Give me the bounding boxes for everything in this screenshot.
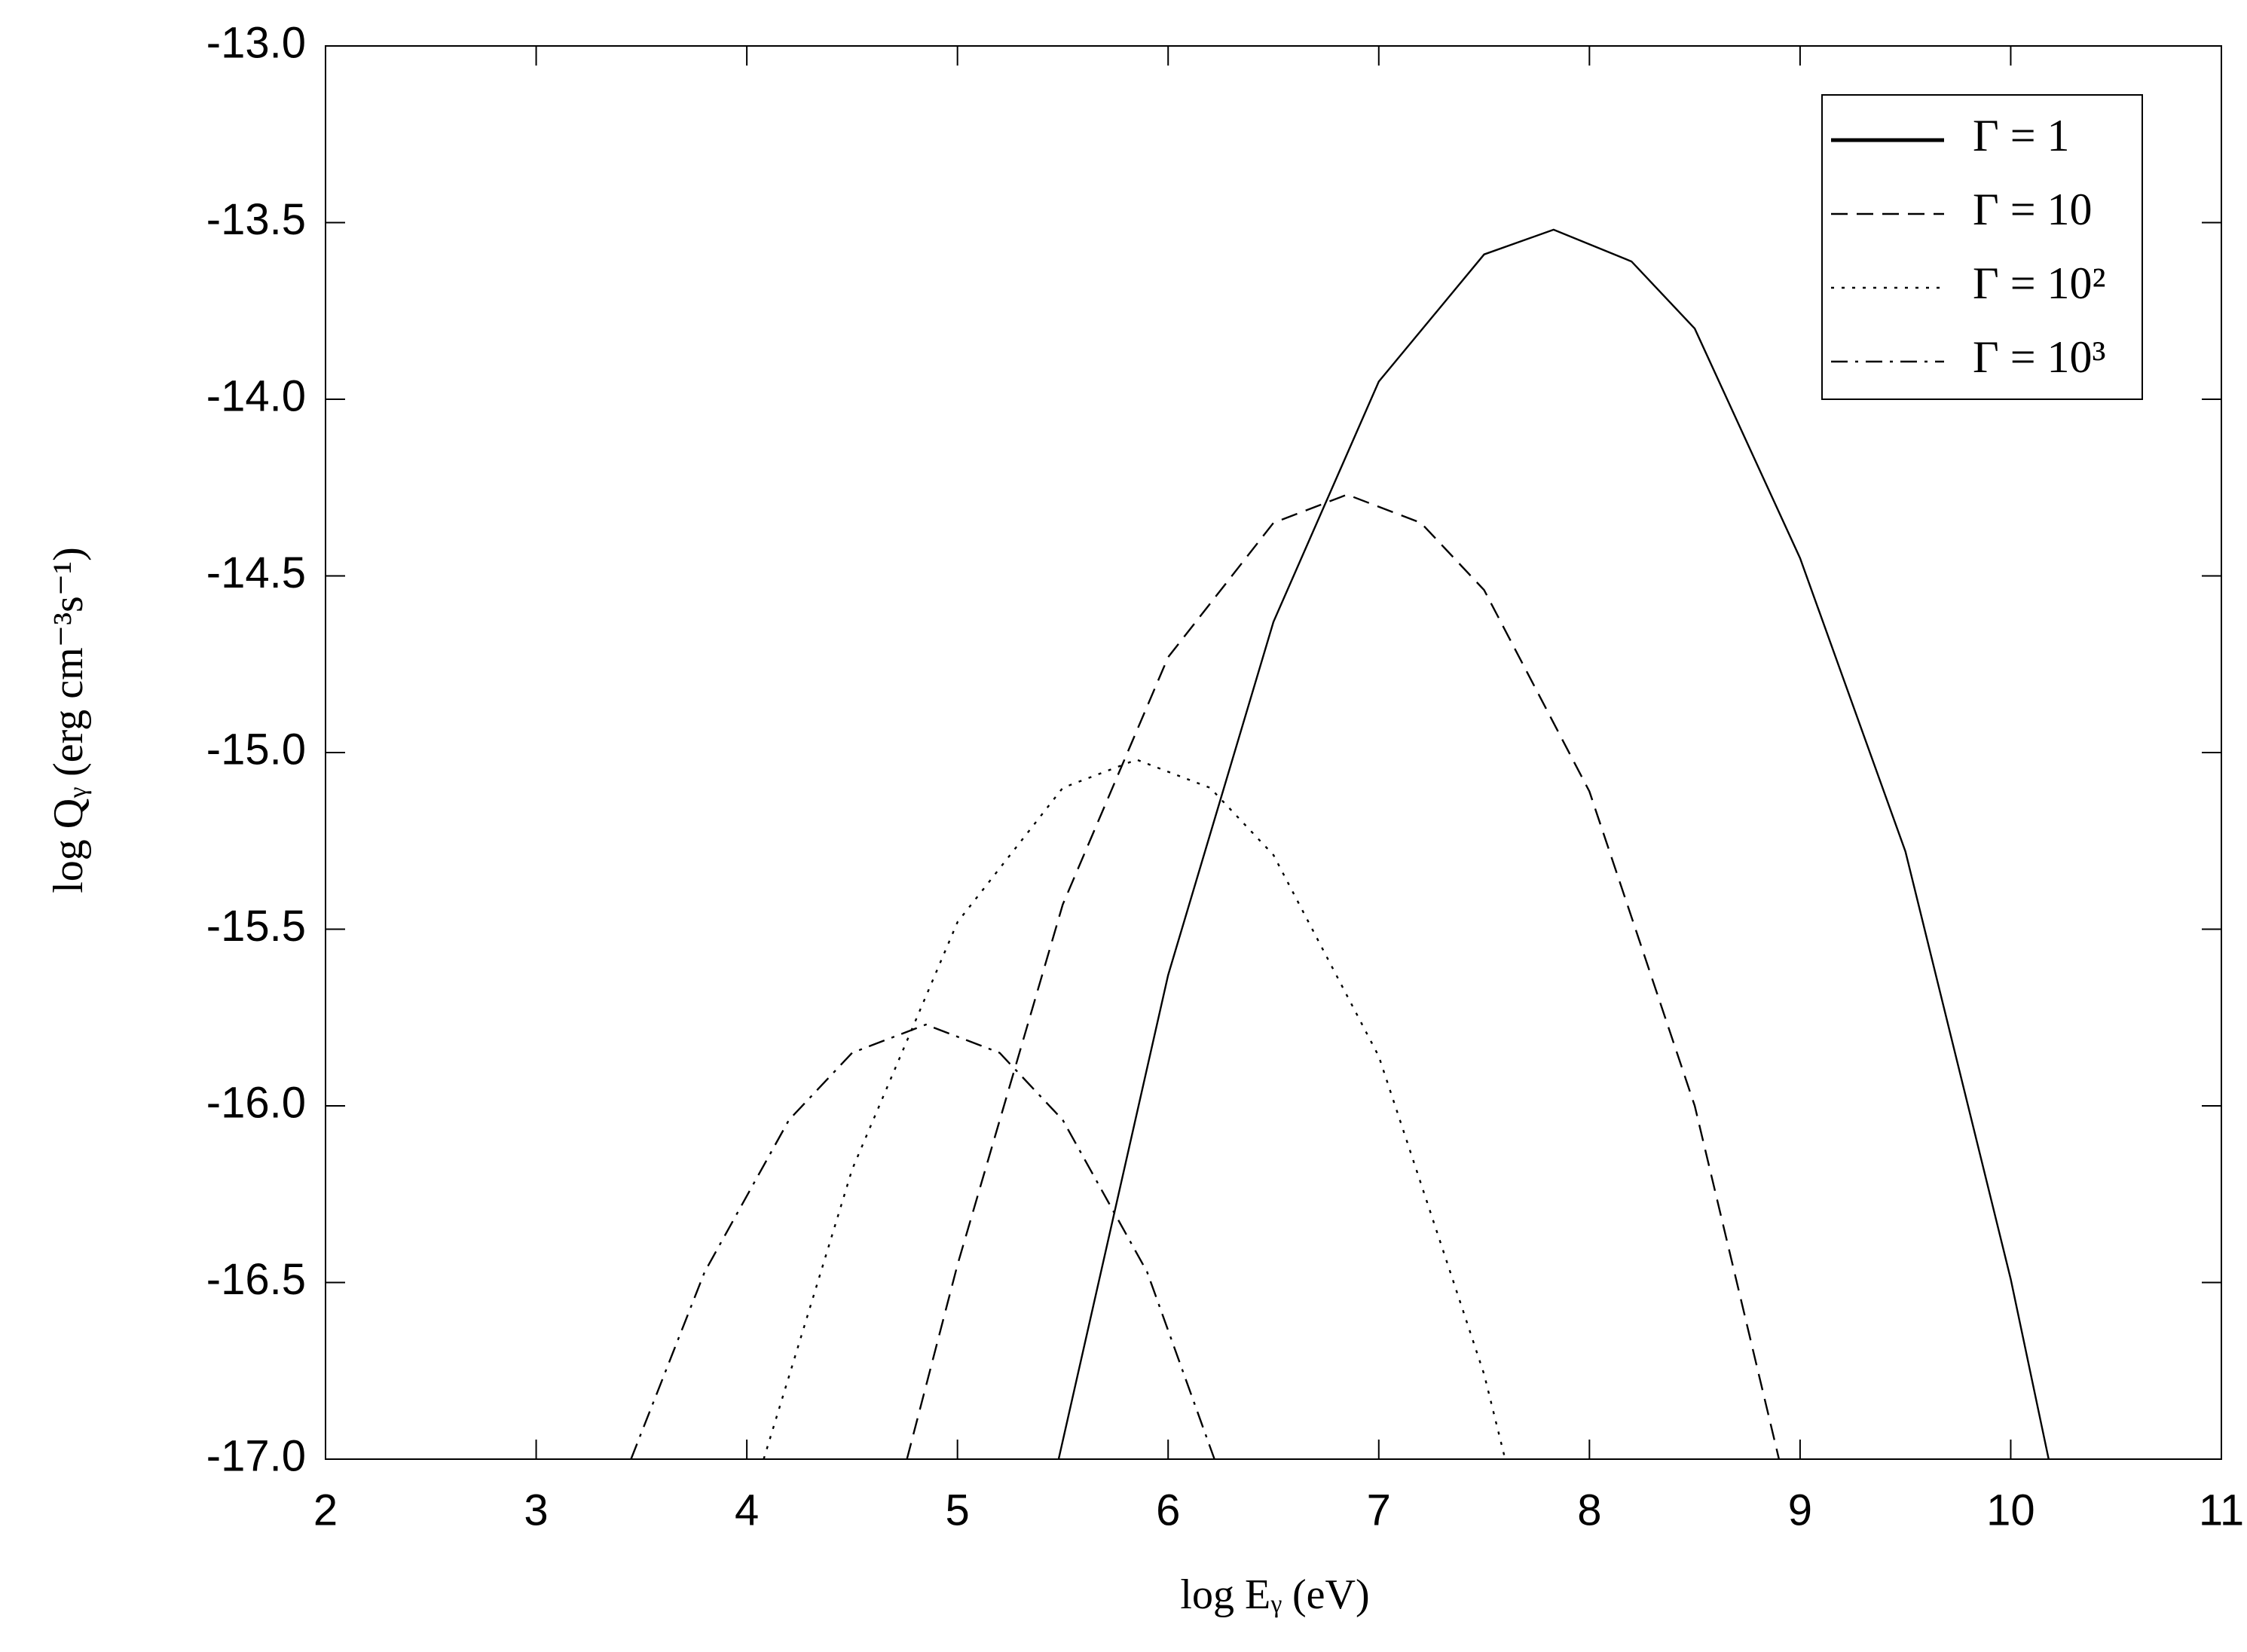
legend-label: Γ = 1: [1973, 111, 2070, 160]
x-tick-label: 6: [1156, 1486, 1180, 1534]
legend-label: Γ = 10²: [1973, 258, 2106, 308]
y-axis-label: log Qᵧ (erg cm⁻³s⁻¹): [45, 547, 92, 893]
y-tick-label: -16.5: [206, 1255, 306, 1304]
y-tick-label: -14.0: [206, 371, 306, 420]
y-tick-label: -15.5: [206, 902, 306, 951]
y-tick-label: -17.0: [206, 1431, 306, 1480]
x-tick-label: 2: [313, 1486, 338, 1534]
y-tick-label: -13.5: [206, 195, 306, 244]
series-line: [906, 493, 1781, 1460]
x-tick-label: 5: [946, 1486, 970, 1534]
legend-label: Γ = 10³: [1973, 332, 2106, 382]
series-line: [630, 1023, 1215, 1460]
legend-box: [1821, 94, 2143, 400]
y-tick-label: -13.0: [206, 18, 306, 67]
x-tick-label: 10: [1986, 1486, 2035, 1534]
y-tick-label: -16.0: [206, 1078, 306, 1127]
x-tick-label: 8: [1577, 1486, 1601, 1534]
legend-label: Γ = 10: [1973, 185, 2093, 234]
x-tick-label: 9: [1788, 1486, 1812, 1534]
y-tick-label: -15.0: [206, 725, 306, 774]
x-axis-label: log Eᵧ (eV): [1180, 1571, 1369, 1618]
x-tick-label: 11: [2199, 1486, 2244, 1534]
x-tick-label: 3: [524, 1486, 548, 1534]
y-tick-label: -14.5: [206, 548, 306, 597]
series-line: [1057, 228, 2050, 1460]
x-tick-label: 4: [735, 1486, 759, 1534]
x-tick-label: 7: [1367, 1486, 1391, 1534]
